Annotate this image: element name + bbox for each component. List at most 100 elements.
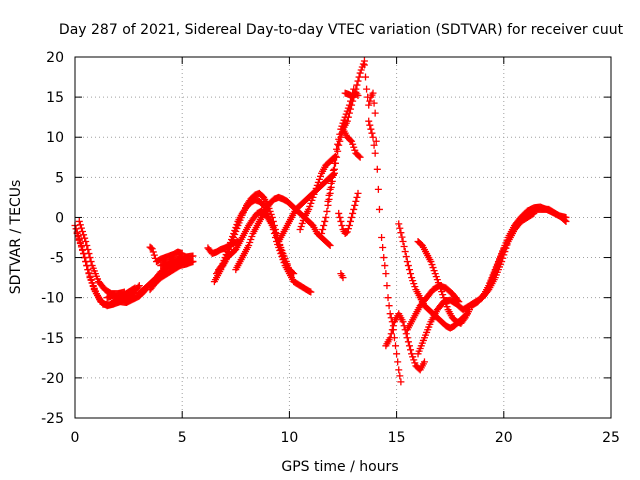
data-point (372, 137, 380, 145)
data-point (87, 258, 95, 266)
data-point (387, 330, 395, 338)
data-point (375, 205, 383, 213)
data-marks (71, 57, 570, 386)
data-point (349, 209, 357, 217)
data-point (329, 166, 337, 174)
data-point (360, 61, 368, 69)
data-point (334, 140, 342, 148)
data-point (149, 248, 157, 256)
data-point (403, 258, 411, 266)
data-point (225, 246, 233, 254)
data-point (326, 242, 334, 250)
data-point (439, 291, 447, 299)
data-point (328, 173, 336, 181)
data-point (339, 274, 347, 282)
data-point (359, 60, 367, 68)
data-point (82, 238, 90, 246)
data-point (404, 338, 412, 346)
data-point (349, 140, 357, 148)
y-tick-label: 5 (55, 170, 64, 186)
data-point (427, 258, 435, 266)
data-point (341, 113, 349, 121)
data-point (340, 116, 348, 124)
data-point (277, 244, 285, 252)
y-tick-label: 20 (46, 50, 64, 66)
data-point (307, 288, 315, 296)
data-point (356, 153, 364, 161)
data-point (368, 129, 376, 137)
data-point (356, 69, 364, 77)
data-point (395, 366, 403, 374)
data-point (75, 217, 83, 225)
data-point (338, 221, 346, 229)
axis-ticks: 0 5 10 15 20 25 -25 -20 -15 -10 -5 0 5 10 15 20 (41, 50, 620, 446)
data-point (384, 294, 392, 302)
data-point (77, 224, 85, 232)
data-point (297, 222, 305, 230)
data-point (298, 219, 306, 227)
data-point (228, 240, 236, 248)
y-tick-label: -10 (41, 291, 64, 307)
data-point (343, 228, 351, 236)
data-point (355, 152, 363, 160)
data-point (345, 221, 353, 229)
data-point (393, 350, 401, 358)
plot-frame (74, 56, 612, 419)
data-point (366, 97, 374, 105)
data-point (420, 358, 428, 366)
y-tick-label: -20 (41, 371, 64, 387)
data-point (316, 172, 324, 180)
data-point (388, 326, 396, 334)
data-point (74, 233, 82, 241)
data-point (319, 225, 327, 233)
data-point (232, 227, 240, 235)
data-point (305, 205, 313, 213)
data-point (348, 137, 356, 145)
data-point (355, 73, 363, 81)
data-point (396, 372, 404, 380)
data-point (325, 241, 333, 249)
data-point (407, 270, 415, 278)
data-point (343, 117, 351, 125)
data-point (399, 318, 407, 326)
data-point (335, 209, 343, 217)
data-point (318, 229, 326, 237)
data-point (79, 227, 87, 235)
data-point (370, 141, 378, 149)
data-point (409, 277, 417, 285)
data-point (432, 273, 440, 281)
data-point (379, 244, 387, 252)
data-point (353, 90, 361, 98)
data-point (354, 92, 362, 100)
data-point (324, 197, 332, 205)
data-point (385, 302, 393, 310)
data-point (330, 159, 338, 167)
data-point (380, 254, 388, 262)
grid-lines (75, 57, 611, 418)
data-point (394, 358, 402, 366)
data-point (134, 283, 142, 291)
data-point (314, 178, 322, 186)
data-point (131, 284, 139, 292)
data-point (309, 193, 317, 201)
data-point (374, 185, 382, 193)
data-point (354, 77, 362, 85)
data-point (366, 121, 374, 129)
data-point (386, 334, 394, 342)
x-tick-label: 0 (71, 430, 80, 446)
y-tick-label: 15 (46, 90, 64, 106)
data-point (343, 107, 351, 115)
data-point (347, 136, 355, 144)
data-point (77, 243, 85, 251)
data-point (411, 283, 419, 291)
data-point (307, 199, 315, 207)
data-point (323, 207, 331, 215)
data-point (397, 378, 405, 386)
data-point (308, 196, 316, 204)
data-point (130, 285, 138, 293)
data-point (327, 179, 335, 187)
data-point (80, 231, 88, 239)
data-point (350, 143, 358, 151)
data-point (357, 66, 365, 74)
data-point (85, 270, 93, 278)
